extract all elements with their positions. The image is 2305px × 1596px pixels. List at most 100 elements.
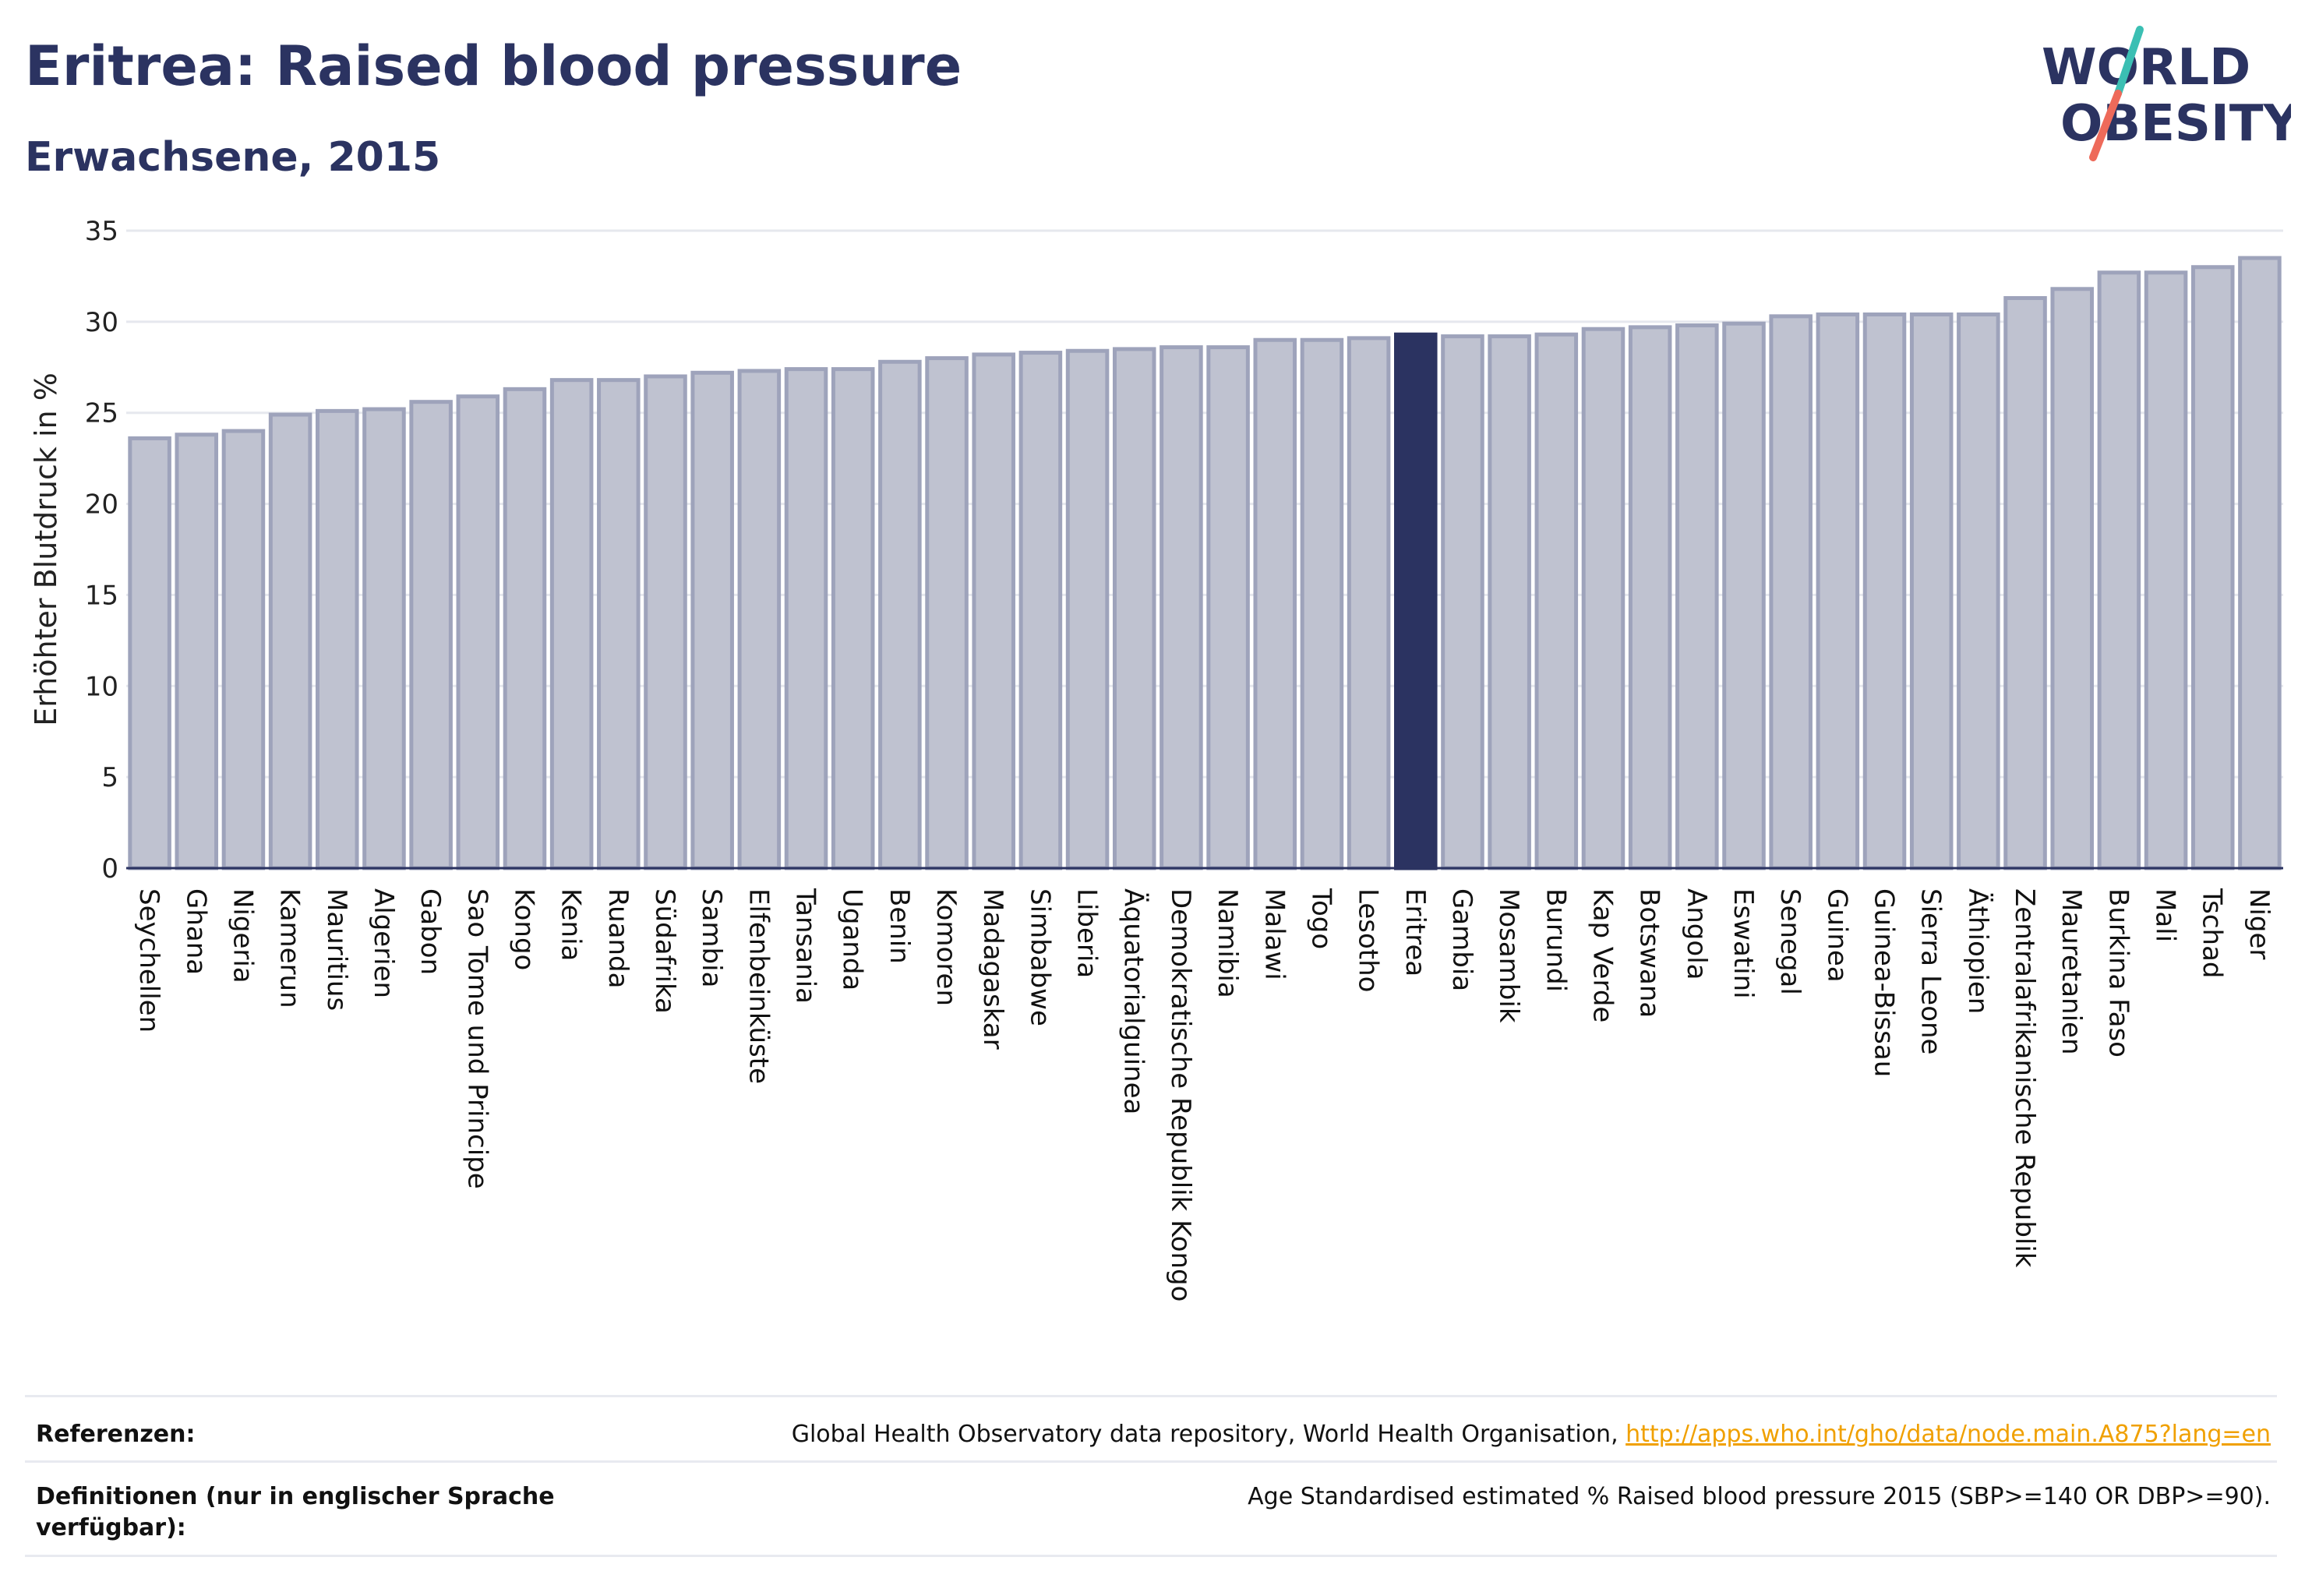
x-tick-label: Guinea-Bissau [1869, 888, 1900, 1077]
x-tick-label: Ruanda [602, 888, 634, 988]
bar [409, 400, 453, 870]
x-tick-label: Komoren [930, 888, 962, 1006]
y-axis-label: Erhöhter Blutdruck in % [29, 373, 63, 726]
y-tick-label: 15 [85, 580, 118, 611]
x-tick-label: Sierra Leone [1915, 888, 1947, 1054]
chart-subtitle: Erwachsene, 2015 [25, 134, 441, 181]
x-tick-label: Burkina Faso [2102, 888, 2134, 1058]
bar [597, 378, 641, 870]
x-tick-label: Südafrika [649, 888, 680, 1014]
bar [690, 370, 734, 870]
bar [549, 378, 594, 870]
bar [128, 436, 171, 870]
references-row: Referenzen: Global Health Observatory da… [25, 1395, 2277, 1460]
x-tick-label: Botswana [1634, 888, 1665, 1018]
bar [878, 359, 922, 870]
y-tick-label: 25 [85, 398, 118, 429]
x-tick-label: Mauritius [321, 888, 352, 1011]
y-tick-label: 0 [101, 853, 118, 885]
bar [1488, 334, 1531, 870]
bar [456, 394, 500, 870]
bar [503, 387, 547, 870]
x-tick-label: Liberia [1071, 888, 1103, 978]
y-tick-label: 10 [85, 671, 118, 702]
x-tick-label: Seychellen [133, 888, 164, 1033]
x-tick-label: Elfenbeinküste [743, 888, 774, 1084]
bar [1018, 351, 1063, 870]
bar [1347, 336, 1391, 870]
references-link[interactable]: http://apps.who.int/gho/data/node.main.A… [1626, 1421, 2271, 1448]
x-tick-label: Eritrea [1400, 888, 1431, 976]
references-table: Referenzen: Global Health Observatory da… [25, 1395, 2277, 1557]
bar [362, 407, 406, 870]
x-tick-label: Guinea [1821, 888, 1852, 983]
bar [2003, 295, 2047, 870]
bar [1534, 332, 1579, 870]
bar [221, 429, 266, 870]
bar [1394, 332, 1438, 870]
definitions-row: Definitionen (nur in englischer Sprache … [25, 1460, 2277, 1557]
x-tick-label: Sambia [696, 888, 727, 987]
x-tick-label: Kamerun [274, 888, 305, 1008]
x-tick-label: Burundi [1540, 888, 1571, 992]
x-tick-label: Niger [2243, 888, 2275, 959]
bar [175, 433, 219, 870]
x-tick-label: Lesotho [1353, 888, 1384, 992]
bar [2144, 270, 2188, 870]
references-label: Referenzen: [36, 1421, 196, 1448]
bar [1675, 323, 1719, 870]
bar [2190, 265, 2235, 870]
x-tick-label: Mali [2150, 888, 2181, 942]
bar [831, 367, 875, 870]
x-tick-label: Demokratische Republik Kongo [1165, 888, 1196, 1301]
x-tick-label: Gabon [415, 888, 446, 975]
bar [737, 369, 782, 870]
definitions-text: Age Standardised estimated % Raised bloo… [1248, 1483, 2271, 1510]
x-tick-label: Eswatini [1728, 888, 1759, 999]
bar [1581, 327, 1626, 870]
bar [1628, 325, 1672, 870]
bar [784, 367, 828, 870]
x-tick-label: Algerien [368, 888, 399, 998]
x-tick-label: Äthiopien [1962, 888, 1993, 1014]
bar [2238, 256, 2282, 870]
x-tick-label: Benin [884, 888, 915, 964]
bar [1253, 337, 1297, 870]
bar [1769, 314, 1813, 870]
x-tick-label: Mosambik [1493, 888, 1524, 1023]
bar [972, 352, 1015, 870]
x-tick-label: Äquatorialguinea [1118, 888, 1149, 1114]
x-tick-label: Malawi [1258, 888, 1290, 980]
y-tick-label: 30 [85, 307, 118, 338]
x-tick-label: Tschad [2197, 888, 2228, 979]
definitions-label: Definitionen (nur in englischer Sprache … [36, 1483, 555, 1541]
bar [925, 356, 969, 870]
chart-title: Eritrea: Raised blood pressure [25, 34, 962, 98]
x-tick-label: Zentralafrikanische Republik [2009, 888, 2040, 1268]
x-tick-label: Angola [1681, 888, 1712, 980]
x-tick-label: Nigeria [227, 888, 258, 983]
bar [2050, 287, 2094, 870]
x-tick-label: Kap Verde [1587, 888, 1618, 1022]
world-obesity-logo: WORLD OBESITY [2042, 26, 2291, 161]
bar [1722, 321, 1766, 870]
bar [1441, 334, 1484, 870]
x-tick-label: Gambia [1446, 888, 1477, 991]
x-tick-label: Uganda [837, 888, 868, 990]
bar [1112, 347, 1156, 870]
x-tick-label: Togo [1305, 888, 1336, 949]
bar [1957, 312, 2000, 870]
x-tick-label: Simbabwe [1024, 888, 1055, 1026]
bar [1160, 345, 1203, 870]
x-tick-label: Madagaskar [977, 888, 1008, 1050]
x-tick-label: Mauretanien [2056, 888, 2087, 1055]
x-tick-label: Ghana [180, 888, 211, 975]
bar [1862, 312, 1907, 870]
references-text-wrap: Global Health Observatory data repositor… [792, 1419, 2277, 1450]
y-tick-label: 5 [101, 762, 118, 793]
logo-slash-coral [2089, 90, 2122, 161]
bar [1816, 312, 1860, 870]
y-tick-label: 35 [85, 216, 118, 247]
bar-chart: 0 5 10 15 20 25 30 35 Erhöhter Blutdruck in % Sey… [29, 216, 2283, 1301]
logo-slash-teal [2114, 26, 2144, 97]
